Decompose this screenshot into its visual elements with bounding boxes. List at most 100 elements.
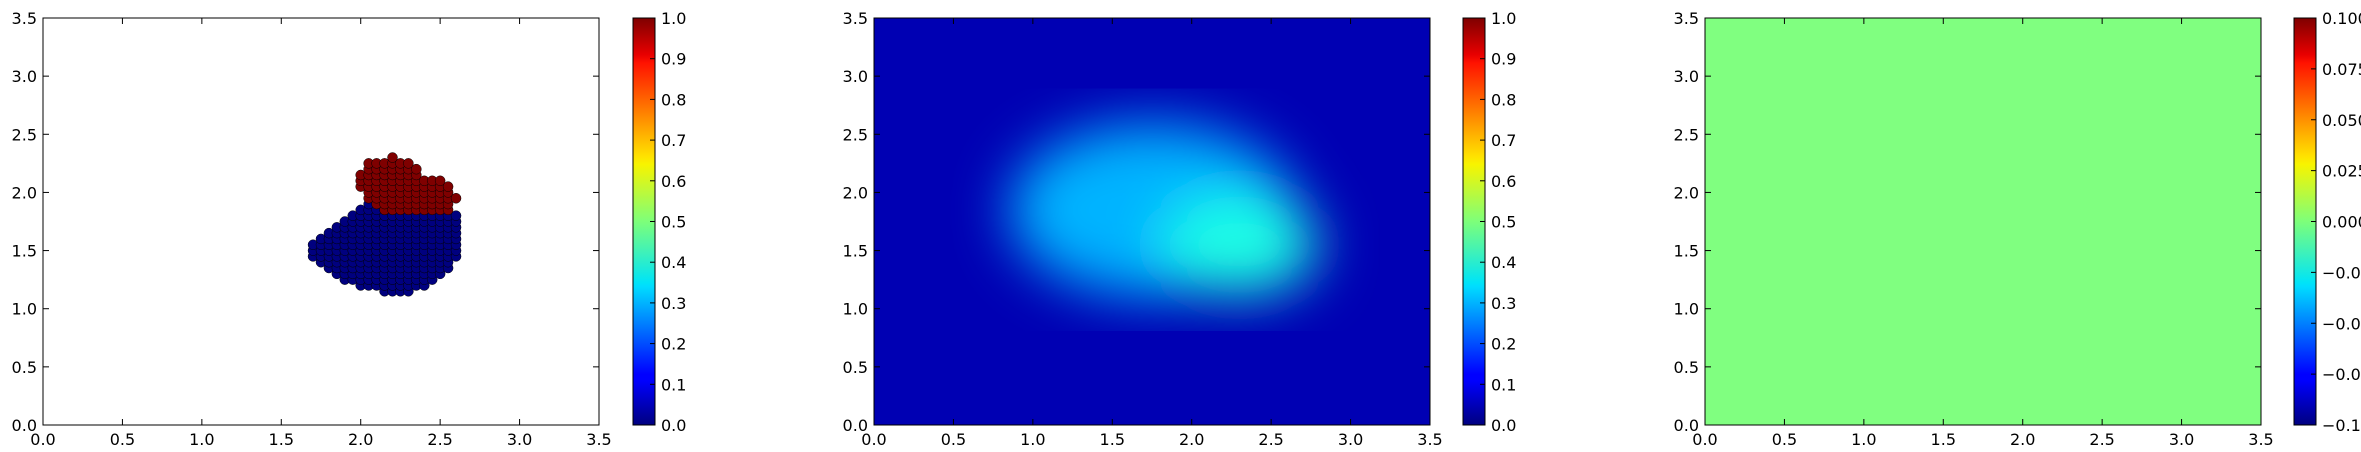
y-tick-label: 2.5 xyxy=(12,125,37,144)
scatter-point xyxy=(442,181,454,192)
y-tick-label: 1.0 xyxy=(12,300,37,319)
plot-area xyxy=(43,18,599,425)
colorbar xyxy=(2294,18,2316,425)
y-tick-label: 0.5 xyxy=(12,358,37,377)
scatter-point xyxy=(387,152,398,163)
y-tick-label: 3.0 xyxy=(843,67,868,86)
x-tick-label: 2.5 xyxy=(2089,430,2114,449)
y-tick-label: 3.5 xyxy=(843,9,868,28)
colorbar-tick-label: 0.3 xyxy=(1491,294,1516,313)
heatmap-panel: 0.0 0.5 1.0 1.5 2.0 2.5 3.0 3.5 0.0 0.5 1.0 1.5 2.0 2… xyxy=(843,9,1517,449)
scatter-point xyxy=(450,192,462,204)
uniform-field-panel: 0.0 0.5 1.0 1.5 2.0 2.5 3.0 3.5 0.0 0.5 1.0 1.5 2.0 2… xyxy=(1674,9,2361,449)
y-tick-label: 0.0 xyxy=(12,416,37,435)
y-tick-label: 0.0 xyxy=(1674,416,1699,435)
colorbar-tick-label: 0.2 xyxy=(1491,335,1516,354)
colorbar-tick-label: 0.1 xyxy=(661,375,686,394)
x-tick-label: 1.0 xyxy=(1020,430,1045,449)
colorbar-tick-label: 0.025 xyxy=(2322,162,2361,181)
plot-frame xyxy=(873,17,1431,426)
y-tick-label: 2.0 xyxy=(12,183,37,202)
y-tick-label: 3.5 xyxy=(12,9,37,28)
colorbar xyxy=(1463,18,1485,425)
colorbar-tick-label: 0.9 xyxy=(1491,50,1516,69)
colorbar-tick-label: 0.5 xyxy=(1491,213,1516,232)
x-tick-label: 3.0 xyxy=(507,430,532,449)
x-tick-label: 2.5 xyxy=(427,430,452,449)
colorbar-tick-label: −0.100 xyxy=(2322,416,2361,435)
x-tick-label: 1.0 xyxy=(1851,430,1876,449)
x-tick-label: 1.0 xyxy=(189,430,214,449)
x-tick-label: 3.0 xyxy=(1338,430,1363,449)
colorbar-tick-label: 0.7 xyxy=(661,131,686,150)
scatter-point xyxy=(411,163,422,175)
y-tick-label: 3.0 xyxy=(12,67,37,86)
y-tick-label: 0.5 xyxy=(1674,358,1699,377)
colorbar-tick-label: 0.9 xyxy=(661,50,686,69)
y-tick-label: 1.0 xyxy=(1674,300,1699,319)
x-tick-label: 2.5 xyxy=(1258,430,1283,449)
colorbar-tick-label: 0.2 xyxy=(661,335,686,354)
y-tick-label: 3.5 xyxy=(1674,9,1699,28)
scatter-point xyxy=(450,210,462,221)
colorbar-tick-label: 0.8 xyxy=(661,90,686,109)
y-tick-label: 0.0 xyxy=(843,416,868,435)
colorbar-tick-label: 0.7 xyxy=(1491,131,1516,150)
heatmap-blobs xyxy=(1009,123,1319,297)
x-tick-label: 0.5 xyxy=(110,430,135,449)
x-tick-label: 1.5 xyxy=(1100,430,1125,449)
x-tick-label: 2.0 xyxy=(2010,430,2035,449)
heatmap-blob xyxy=(1160,194,1319,296)
y-tick-label: 2.5 xyxy=(843,125,868,144)
colorbar-tick-label: 0.4 xyxy=(1491,253,1516,272)
colorbar-tick-label: 0.8 xyxy=(1491,90,1516,109)
x-tick-label: 0.5 xyxy=(1772,430,1797,449)
y-tick-label: 1.5 xyxy=(12,242,37,261)
colorbar-tick-label: 0.050 xyxy=(2322,111,2361,130)
colorbar-tick-label: 0.000 xyxy=(2322,213,2361,232)
colorbar-tick-label: 0.100 xyxy=(2322,9,2361,28)
colorbar xyxy=(633,18,655,425)
colorbar-tick-label: 0.6 xyxy=(1491,172,1516,191)
colorbar-tick-label: 0.0 xyxy=(1491,416,1516,435)
colorbar-tick-label: 0.3 xyxy=(661,294,686,313)
x-tick-label: 3.5 xyxy=(2248,430,2273,449)
y-tick-label: 2.0 xyxy=(1674,183,1699,202)
heatmap-field xyxy=(874,18,1430,425)
x-tick-label: 3.5 xyxy=(586,430,611,449)
x-tick-label: 1.5 xyxy=(269,430,294,449)
x-tick-label: 1.5 xyxy=(1931,430,1956,449)
scatter-point xyxy=(434,175,446,187)
plot-frame xyxy=(42,17,600,426)
x-tick-label: 2.0 xyxy=(348,430,373,449)
colorbar-tick-label: 0.1 xyxy=(1491,375,1516,394)
x-tick-label: 0.5 xyxy=(941,430,966,449)
x-tick-label: 2.0 xyxy=(1179,430,1204,449)
colorbar-tick-label: 1.0 xyxy=(661,9,686,28)
x-tick-label: 0.0 xyxy=(30,430,55,449)
scatter-panel: 0.0 0.5 1.0 1.5 2.0 2.5 3.0 3.5 0.0 0.5 1.0 1.5 2.0 2… xyxy=(12,9,687,449)
y-tick-label: 1.0 xyxy=(843,300,868,319)
x-tick-label: 0.0 xyxy=(861,430,886,449)
x-tick-label: 3.0 xyxy=(2169,430,2194,449)
x-tick-label: 0.0 xyxy=(1692,430,1717,449)
uniform-field xyxy=(1705,18,2261,425)
y-tick-label: 1.5 xyxy=(843,242,868,261)
colorbar-tick-label: −0.050 xyxy=(2322,314,2361,333)
y-tick-label: 2.0 xyxy=(843,183,868,202)
y-tick-label: 1.5 xyxy=(1674,242,1699,261)
colorbar-tick-label: 0.4 xyxy=(661,253,686,272)
x-tick-label: 3.5 xyxy=(1417,430,1442,449)
y-tick-label: 3.0 xyxy=(1674,67,1699,86)
y-tick-label: 2.5 xyxy=(1674,125,1699,144)
colorbar-tick-label: −0.025 xyxy=(2322,263,2361,282)
colorbar-tick-label: 0.075 xyxy=(2322,60,2361,79)
colorbar-tick-label: 0.0 xyxy=(661,416,686,435)
y-tick-label: 0.5 xyxy=(843,358,868,377)
colorbar-tick-label: −0.075 xyxy=(2322,365,2361,384)
scatter-point xyxy=(403,158,414,169)
colorbar-tick-label: 0.6 xyxy=(661,172,686,191)
colorbar-tick-label: 0.5 xyxy=(661,213,686,232)
colorbar-tick-label: 1.0 xyxy=(1491,9,1516,28)
